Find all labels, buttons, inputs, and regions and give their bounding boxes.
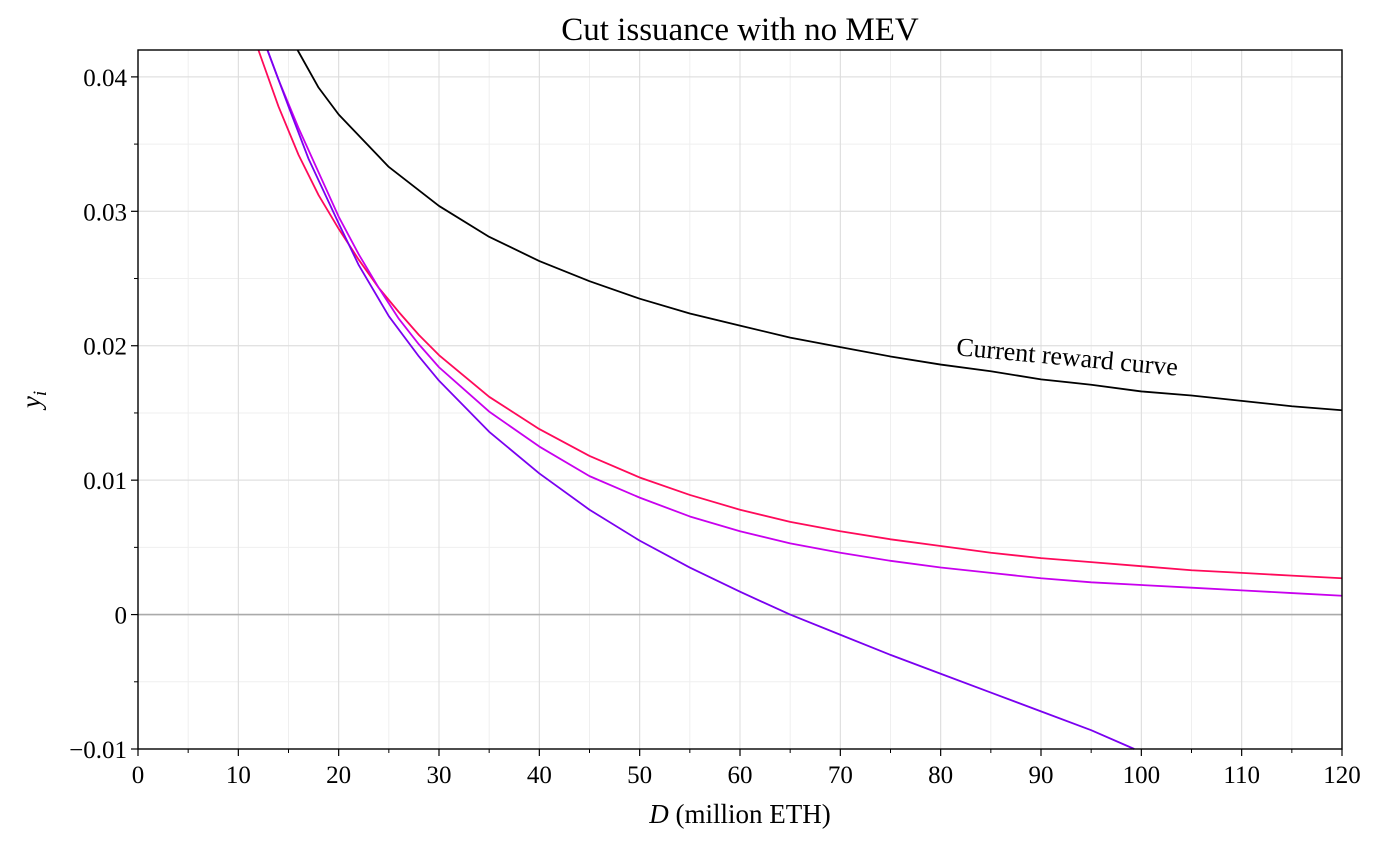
series-line-4 [267,50,1134,749]
series-line-1 [298,50,1342,410]
y-tick-label: 0.01 [83,468,127,495]
x-tick-label: 50 [627,762,652,789]
x-tick-label: 0 [132,762,145,789]
y-axis-label: yi [16,391,51,411]
y-axis-variable: y [16,396,46,411]
x-tick-label: 120 [1323,762,1361,789]
y-tick-labels: −0.01 0 0.01 0.02 0.03 0.04 [69,65,127,764]
x-tick-label: 70 [828,762,853,789]
x-tick-label: 100 [1123,762,1161,789]
x-tick-label: 60 [728,762,753,789]
series-layer [258,50,1342,749]
axis-ticks [131,77,1342,756]
x-tick-label: 10 [226,762,251,789]
chart-title: Cut issuance with no MEV [561,12,919,48]
series-line-2 [258,50,1342,578]
x-tick-label: 20 [326,762,351,789]
x-tick-label: 30 [427,762,452,789]
y-axis-subscript: i [30,391,51,396]
x-tick-label: 90 [1029,762,1054,789]
x-tick-label: 110 [1223,762,1260,789]
x-tick-label: 40 [527,762,552,789]
y-tick-label: 0 [115,603,128,630]
series-line-3 [267,50,1342,596]
x-tick-labels: 0 10 20 30 40 50 60 70 80 90 100 110 120 [132,762,1361,789]
y-tick-label: 0.03 [83,199,127,226]
y-tick-label: −0.01 [69,737,127,764]
current-reward-curve-label: Current reward curve [955,332,1179,381]
major-grid [138,50,1342,749]
x-axis-variable: D [648,799,669,829]
x-axis-unit: (million ETH) [669,799,831,829]
y-tick-label: 0.02 [83,334,127,361]
x-axis-label: D (million ETH) [648,799,830,829]
x-tick-label: 80 [928,762,953,789]
y-tick-label: 0.04 [83,65,127,92]
